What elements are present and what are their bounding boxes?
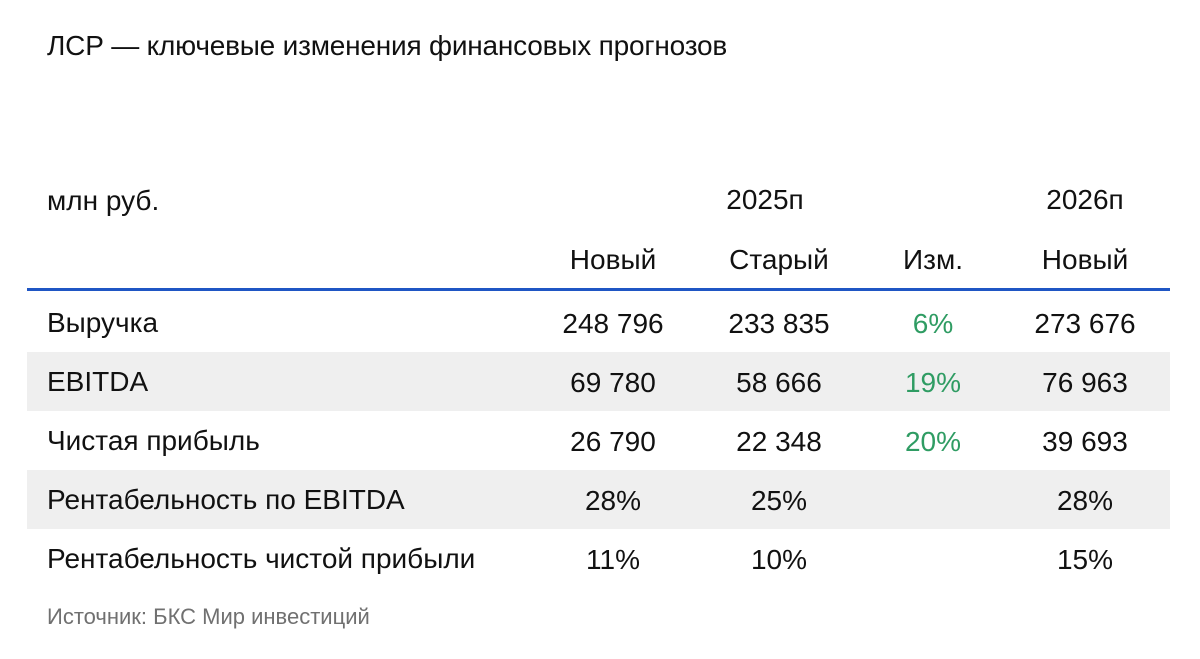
cell-change: 20% xyxy=(904,426,962,457)
row-label: Рентабельность чистой прибыли xyxy=(47,543,476,574)
cell-new-2026: 76 963 xyxy=(1042,367,1128,398)
header-divider xyxy=(27,288,1170,291)
table-row-ebitda-margin: Рентабельность по EBITDA 28% 25% 28% xyxy=(27,470,1170,529)
cell-new-2026: 15% xyxy=(1056,544,1114,575)
data-table: Выручка 248 796 233 835 6% 273 676 EBITD… xyxy=(27,293,1170,588)
cell-change: 19% xyxy=(904,367,962,398)
cell-new-2026: 273 676 xyxy=(1034,308,1136,339)
cell-old-2025: 25% xyxy=(750,485,808,516)
column-header-new-2026: Новый xyxy=(1041,244,1129,275)
cell-old-2025: 10% xyxy=(750,544,808,575)
column-header-new-2025: Новый xyxy=(569,244,657,275)
cell-new-2025: 248 796 xyxy=(562,308,664,339)
cell-new-2025: 69 780 xyxy=(570,367,656,398)
cell-old-2025: 233 835 xyxy=(728,308,830,339)
row-label: Рентабельность по EBITDA xyxy=(47,484,405,515)
source-note: Источник: БКС Мир инвестиций xyxy=(47,604,370,629)
table-row-revenue: Выручка 248 796 233 835 6% 273 676 xyxy=(27,293,1170,352)
page-title: ЛСР — ключевые изменения финансовых прог… xyxy=(47,30,728,61)
column-header-old-2025: Старый xyxy=(729,244,829,275)
cell-new-2026: 28% xyxy=(1056,485,1114,516)
row-label: Выручка xyxy=(47,307,159,338)
cell-change: 6% xyxy=(912,308,954,339)
row-label: Чистая прибыль xyxy=(47,425,260,456)
cell-old-2025: 58 666 xyxy=(736,367,822,398)
cell-old-2025: 22 348 xyxy=(736,426,822,457)
cell-new-2025: 28% xyxy=(584,485,642,516)
table-row-net-margin: Рентабельность чистой прибыли 11% 10% 15… xyxy=(27,529,1170,588)
table-row-ebitda: EBITDA 69 780 58 666 19% 76 963 xyxy=(27,352,1170,411)
units-label: млн руб. xyxy=(47,185,160,216)
cell-new-2025: 26 790 xyxy=(570,426,656,457)
year-header-2025: 2025п xyxy=(726,184,804,215)
row-label: EBITDA xyxy=(47,366,149,397)
table-row-net-profit: Чистая прибыль 26 790 22 348 20% 39 693 xyxy=(27,411,1170,470)
cell-new-2025: 11% xyxy=(586,544,640,575)
cell-new-2026: 39 693 xyxy=(1042,426,1128,457)
column-header-change: Изм. xyxy=(903,244,963,275)
year-header-2026: 2026п xyxy=(1046,184,1124,215)
